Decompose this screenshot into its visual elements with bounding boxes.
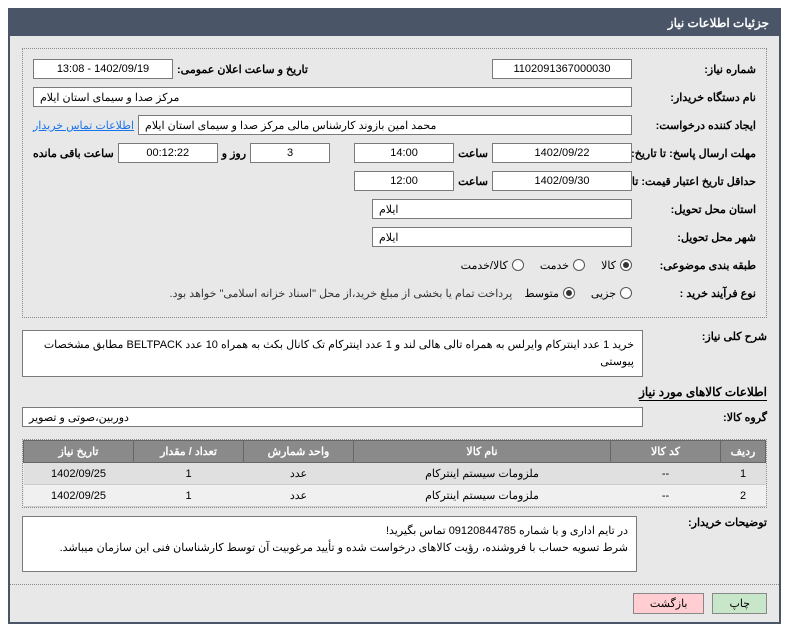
radio-medium-circle xyxy=(563,287,575,299)
time-label-2: ساعت xyxy=(458,175,488,188)
group-label: گروه کالا: xyxy=(647,411,767,424)
table-cell: -- xyxy=(611,485,721,507)
time-label-1: ساعت xyxy=(458,147,488,160)
days-and: روز و xyxy=(222,147,246,160)
col-header: تاریخ نیاز xyxy=(24,441,134,463)
radio-medium-label: متوسط xyxy=(524,287,559,300)
items-table-wrap: ردیفکد کالانام کالاواحد شمارشتعداد / مقد… xyxy=(22,439,767,508)
remain-time: 00:12:22 xyxy=(118,143,218,163)
button-row: چاپ بازگشت xyxy=(10,584,779,622)
contact-link[interactable]: اطلاعات تماس خریدار xyxy=(33,119,134,132)
items-table: ردیفکد کالانام کالاواحد شمارشتعداد / مقد… xyxy=(23,440,766,507)
category-radio-group: کالا خدمت کالا/خدمت xyxy=(461,259,632,272)
main-panel: جزئیات اطلاعات نیاز شماره نیاز: 11020913… xyxy=(8,8,781,624)
table-cell: -- xyxy=(611,463,721,485)
reply-time: 14:00 xyxy=(354,143,454,163)
table-cell: 1402/09/25 xyxy=(24,485,134,507)
radio-goods[interactable]: کالا xyxy=(601,259,632,272)
radio-goods-label: کالا xyxy=(601,259,616,272)
req-no-label: شماره نیاز: xyxy=(636,63,756,76)
process-note: پرداخت تمام یا بخشی از مبلغ خرید،از محل … xyxy=(170,287,513,300)
min-validity-time: 12:00 xyxy=(354,171,454,191)
group-value: دوربین،صوتی و تصویر xyxy=(22,407,643,427)
table-cell: عدد xyxy=(244,485,354,507)
summary-label: شرح کلی نیاز: xyxy=(647,330,767,343)
radio-gs-circle xyxy=(512,259,524,271)
radio-medium[interactable]: متوسط xyxy=(524,287,575,300)
delivery-province: ایلام xyxy=(372,199,632,219)
col-header: نام کالا xyxy=(354,441,611,463)
creator-label: ایجاد کننده درخواست: xyxy=(636,119,756,132)
print-button[interactable]: چاپ xyxy=(712,593,767,614)
table-cell: 1 xyxy=(134,463,244,485)
category-label: طبقه بندی موضوعی: xyxy=(636,259,756,272)
radio-service-label: خدمت xyxy=(540,259,569,272)
reply-deadline-label: مهلت ارسال پاسخ: تا تاریخ: xyxy=(636,147,756,160)
remain-suffix: ساعت باقی مانده xyxy=(33,147,114,160)
table-row: 2--ملزومات سیستم اینترکامعدد11402/09/25 xyxy=(24,485,766,507)
back-button[interactable]: بازگشت xyxy=(633,593,705,614)
announce-label: تاریخ و ساعت اعلان عمومی: xyxy=(177,63,308,76)
table-cell: عدد xyxy=(244,463,354,485)
items-section-title: اطلاعات کالاهای مورد نیاز xyxy=(22,385,767,399)
col-header: واحد شمارش xyxy=(244,441,354,463)
remain-days: 3 xyxy=(250,143,330,163)
col-header: کد کالا xyxy=(611,441,721,463)
buyer-notes-text: در تایم اداری و با شماره 09120844785 تما… xyxy=(22,516,637,572)
table-cell: ملزومات سیستم اینترکام xyxy=(354,463,611,485)
buyer-org-value: مرکز صدا و سیمای استان ایلام xyxy=(33,87,632,107)
col-header: ردیف xyxy=(721,441,766,463)
reply-date: 1402/09/22 xyxy=(492,143,632,163)
announce-value: 1402/09/19 - 13:08 xyxy=(33,59,173,79)
process-radio-group: جزیی متوسط xyxy=(524,287,632,300)
header-fields: شماره نیاز: 1102091367000030 تاریخ و ساع… xyxy=(22,48,767,318)
buyer-notes-label: توضیحات خریدار: xyxy=(647,516,767,529)
delivery-province-label: استان محل تحویل: xyxy=(636,203,756,216)
radio-goods-circle xyxy=(620,259,632,271)
radio-service-circle xyxy=(573,259,585,271)
creator-value: محمد امین بازوند کارشناس مالی مرکز صدا و… xyxy=(138,115,632,135)
radio-gs-label: کالا/خدمت xyxy=(461,259,508,272)
summary-text: خرید 1 عدد اینترکام وایرلس به همراه تالی… xyxy=(22,330,643,377)
table-cell: 2 xyxy=(721,485,766,507)
delivery-city-label: شهر محل تحویل: xyxy=(636,231,756,244)
radio-goods-service[interactable]: کالا/خدمت xyxy=(461,259,524,272)
process-label: نوع فرآیند خرید : xyxy=(636,287,756,300)
req-no-value: 1102091367000030 xyxy=(492,59,632,79)
radio-partial-circle xyxy=(620,287,632,299)
table-cell: 1 xyxy=(134,485,244,507)
table-row: 1--ملزومات سیستم اینترکامعدد11402/09/25 xyxy=(24,463,766,485)
col-header: تعداد / مقدار xyxy=(134,441,244,463)
panel-body: شماره نیاز: 1102091367000030 تاریخ و ساع… xyxy=(10,36,779,584)
table-cell: 1402/09/25 xyxy=(24,463,134,485)
table-cell: ملزومات سیستم اینترکام xyxy=(354,485,611,507)
radio-partial-label: جزیی xyxy=(591,287,616,300)
table-cell: 1 xyxy=(721,463,766,485)
buyer-org-label: نام دستگاه خریدار: xyxy=(636,91,756,104)
min-validity-date: 1402/09/30 xyxy=(492,171,632,191)
radio-partial[interactable]: جزیی xyxy=(591,287,632,300)
min-validity-label: حداقل تاریخ اعتبار قیمت: تا تاریخ: xyxy=(636,175,756,188)
delivery-city: ایلام xyxy=(372,227,632,247)
radio-service[interactable]: خدمت xyxy=(540,259,585,272)
panel-title: جزئیات اطلاعات نیاز xyxy=(10,10,779,36)
